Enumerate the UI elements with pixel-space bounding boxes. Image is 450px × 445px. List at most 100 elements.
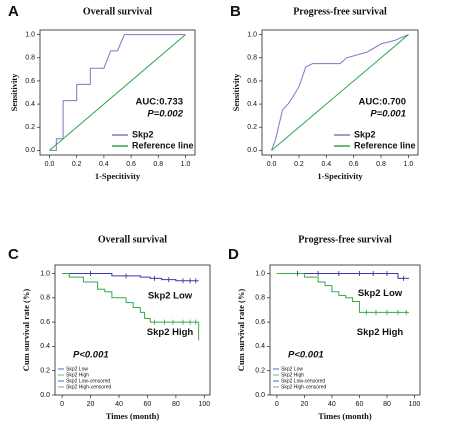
y-tick-label: 0.6 (247, 78, 257, 85)
y-tick-label: 0.8 (25, 55, 35, 62)
legend-label: Skp2 Low-censored (281, 378, 325, 384)
y-tick-label: 0.8 (40, 295, 50, 302)
plot-frame (261, 29, 419, 156)
x-tick-label: 0.8 (153, 161, 163, 168)
y-tick-label: 1.0 (255, 270, 265, 277)
legend-label: Skp2 High-censored (281, 384, 327, 390)
y-tick-label: 0.6 (25, 78, 35, 85)
series-line (62, 273, 199, 282)
y-tick-label: 0.0 (40, 392, 50, 399)
legend-label: Skp2 Low (66, 366, 88, 372)
y-tick-label: 0.4 (40, 343, 50, 350)
y-tick-label: 0.8 (255, 295, 265, 302)
x-tick-label: 100 (409, 401, 421, 408)
annotation: Skp2 Low (358, 288, 403, 299)
x-tick-label: 1.0 (404, 161, 414, 168)
y-tick-label: 0.0 (255, 392, 265, 399)
annotation: P=0.001 (370, 109, 406, 120)
legend-label: Reference line (132, 140, 194, 150)
annotation: AUC:0.700 (358, 97, 406, 108)
annotation: P<0.001 (288, 350, 324, 361)
x-tick-label: 0.2 (72, 161, 82, 168)
y-axis-label: Sensitivity (9, 73, 19, 112)
y-tick-label: 0.4 (25, 101, 35, 108)
legend-label: Reference line (354, 140, 416, 150)
x-axis-label: Times (month) (106, 411, 160, 421)
y-tick-label: 0.0 (247, 147, 257, 154)
x-tick-label: 60 (144, 401, 152, 408)
x-tick-label: 0 (275, 401, 279, 408)
panel-label: A (8, 3, 19, 20)
y-axis-label: Cum survival rate (%) (21, 289, 31, 372)
series-line (49, 34, 186, 151)
x-tick-label: 1.0 (181, 161, 191, 168)
legend-label: Skp2 (132, 129, 154, 139)
x-tick-label: 20 (87, 401, 95, 408)
x-axis-label: 1-Specitivity (317, 171, 363, 181)
panel-label: D (228, 246, 239, 263)
legend-label: Skp2 High (281, 372, 304, 378)
y-axis-label: Cum survival rate (%) (236, 289, 246, 372)
x-tick-label: 0.8 (376, 161, 386, 168)
x-tick-label: 0.2 (294, 161, 304, 168)
chart-title: Overall survival (83, 6, 152, 17)
legend-label: Skp2 Low-censored (66, 378, 110, 384)
annotation: Skp2 High (357, 327, 404, 338)
panel-label: B (230, 3, 241, 20)
y-tick-label: 0.6 (255, 319, 265, 326)
annotation: Skp2 High (147, 327, 194, 338)
x-tick-label: 0.6 (126, 161, 136, 168)
y-tick-label: 1.0 (247, 31, 257, 38)
legend-label: Skp2 (354, 129, 376, 139)
y-tick-label: 0.0 (25, 147, 35, 154)
legend-label: Skp2 Low (281, 366, 303, 372)
x-tick-label: 0.6 (349, 161, 359, 168)
chart-title: Progress-free survival (298, 234, 392, 245)
x-tick-label: 0.4 (99, 161, 109, 168)
series-line (49, 34, 186, 151)
panel-label: C (8, 246, 19, 263)
series-line (276, 273, 409, 279)
chart-title: Progress-free survival (293, 6, 387, 17)
x-tick-label: 0.0 (45, 161, 55, 168)
x-tick-label: 40 (115, 401, 123, 408)
series-line (62, 273, 200, 341)
series-line (271, 34, 409, 151)
x-tick-label: 0.4 (321, 161, 331, 168)
annotation: P<0.001 (73, 350, 109, 361)
y-tick-label: 0.6 (40, 319, 50, 326)
plot-frame (39, 29, 196, 156)
chart-title: Overall survival (98, 234, 167, 245)
series-line (276, 273, 409, 313)
y-tick-label: 0.4 (255, 343, 265, 350)
y-tick-label: 0.2 (255, 368, 265, 375)
plot-frame (269, 264, 421, 396)
x-tick-label: 100 (198, 401, 210, 408)
x-tick-label: 20 (301, 401, 309, 408)
plot-frame (54, 264, 211, 396)
y-tick-label: 0.8 (247, 55, 257, 62)
x-tick-label: 80 (172, 401, 180, 408)
annotation: P=0.002 (147, 109, 183, 120)
x-tick-label: 0.0 (267, 161, 277, 168)
y-tick-label: 0.2 (40, 368, 50, 375)
x-tick-label: 80 (383, 401, 391, 408)
y-tick-label: 1.0 (40, 270, 50, 277)
annotation: AUC:0.733 (135, 97, 183, 108)
legend-label: Skp2 High (66, 372, 89, 378)
series-line (271, 34, 409, 151)
y-tick-label: 0.2 (247, 124, 257, 131)
y-axis-label: Sensitivity (231, 73, 241, 112)
x-tick-label: 0 (60, 401, 64, 408)
x-axis-label: 1-Specitivity (95, 171, 141, 181)
y-tick-label: 1.0 (25, 31, 35, 38)
x-tick-label: 40 (328, 401, 336, 408)
y-tick-label: 0.2 (25, 124, 35, 131)
legend-label: Skp2 High-censored (66, 384, 112, 390)
x-axis-label: Times (month) (318, 411, 372, 421)
x-tick-label: 60 (356, 401, 364, 408)
annotation: Skp2 Low (148, 290, 193, 301)
y-tick-label: 0.4 (247, 101, 257, 108)
